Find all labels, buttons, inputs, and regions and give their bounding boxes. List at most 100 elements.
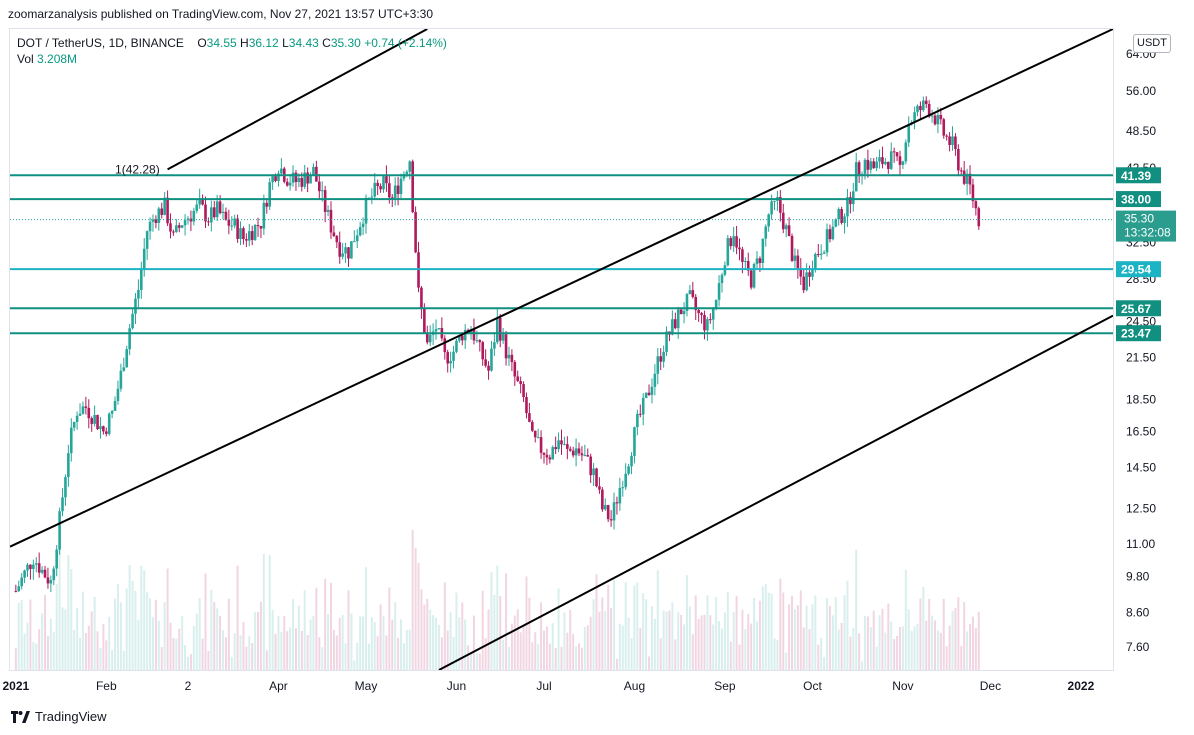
- volume-bar: [872, 610, 875, 670]
- volume-bar: [925, 620, 928, 670]
- volume-bar: [791, 595, 794, 670]
- candle-body: [948, 136, 951, 145]
- candle-body: [665, 331, 668, 352]
- candle-body: [659, 356, 663, 362]
- candle-body: [884, 161, 887, 165]
- volume-bar: [490, 572, 493, 670]
- volume-bar: [356, 642, 359, 670]
- candle-body: [638, 413, 642, 415]
- volume-bar: [776, 639, 779, 670]
- volume-bar: [99, 647, 102, 670]
- volume-bar: [878, 615, 881, 670]
- volume-bar: [335, 635, 338, 670]
- candle-body: [192, 210, 196, 222]
- candle-body: [901, 161, 905, 165]
- legend-change: +0.74 (+2.14%): [364, 36, 447, 50]
- time-tick-label: Oct: [803, 679, 822, 693]
- volume-bar: [222, 630, 225, 670]
- candle-body: [428, 334, 432, 343]
- candle-body: [592, 468, 595, 476]
- candle-body: [819, 253, 823, 255]
- legend-symbol: DOT / TetherUS, 1D, BINANCE: [17, 36, 184, 50]
- candle-body: [875, 161, 878, 169]
- candle-body: [965, 173, 969, 184]
- candle-body: [729, 238, 733, 247]
- tradingview-logo-icon: [11, 710, 30, 723]
- volume-bar: [134, 590, 137, 670]
- candle-body: [942, 119, 946, 136]
- volume-bar: [475, 653, 478, 670]
- volume-bar: [417, 562, 420, 670]
- candle-body: [924, 100, 928, 105]
- volume-bar: [586, 625, 589, 670]
- vol-label: Vol: [17, 52, 34, 66]
- volume-bar: [58, 545, 61, 670]
- volume-bar: [303, 590, 306, 670]
- candle-body: [411, 161, 414, 213]
- candle-body: [583, 455, 587, 457]
- volume-bar: [709, 615, 712, 670]
- candle-body: [790, 235, 794, 261]
- volume-bar: [137, 620, 140, 670]
- volume-bar: [435, 617, 438, 670]
- volume-bar: [770, 593, 773, 670]
- volume-bar: [598, 611, 601, 670]
- candle-body: [621, 487, 625, 489]
- volume-bar: [922, 586, 925, 670]
- volume-bar: [73, 629, 76, 670]
- candle-body: [971, 184, 975, 202]
- volume-bar: [116, 583, 119, 670]
- candle-body: [636, 413, 639, 428]
- candle-body: [647, 392, 651, 395]
- volume-bar: [863, 615, 866, 670]
- candle-body: [814, 254, 817, 270]
- price-tick-label: 14.50: [1126, 460, 1156, 474]
- volume-bar: [224, 637, 227, 670]
- volume-bar: [341, 615, 344, 670]
- volume-bar: [896, 635, 899, 670]
- volume-bar: [38, 629, 41, 670]
- candle-body: [478, 340, 482, 343]
- volume-bar: [706, 595, 709, 670]
- volume-bar: [685, 575, 688, 670]
- candle-body: [102, 426, 105, 432]
- level-tag-label: 29.54: [1121, 263, 1151, 277]
- volume-bar: [566, 632, 569, 670]
- volume-bar: [362, 616, 365, 670]
- candle-body: [320, 190, 324, 192]
- candle-body: [113, 400, 117, 411]
- publisher-line: zoomarzanalysis published on TradingView…: [8, 7, 434, 21]
- candle-body: [922, 100, 925, 111]
- volume-bar: [219, 615, 222, 670]
- volume-bar: [767, 592, 770, 670]
- volume-bar: [796, 605, 799, 670]
- candle-body: [472, 328, 476, 341]
- candle-body: [452, 351, 455, 361]
- candle-body: [335, 235, 339, 243]
- volume-bar: [338, 617, 341, 670]
- volume-bar: [843, 595, 846, 670]
- trend-annotation: 1(42.28): [115, 162, 160, 176]
- candle-body: [29, 564, 32, 569]
- trend-line-lower-channel: [438, 314, 1114, 671]
- candle-body: [516, 376, 520, 382]
- candle-body: [460, 335, 464, 341]
- volume-bar: [119, 602, 122, 670]
- volume-bar: [90, 611, 93, 670]
- volume-bar: [971, 616, 974, 670]
- currency-button[interactable]: USDT: [1133, 34, 1171, 53]
- candle-body: [277, 173, 280, 182]
- candle-body: [390, 197, 394, 199]
- price-tick-label: 12.50: [1126, 502, 1156, 516]
- candle-body: [872, 161, 876, 169]
- volume-bar: [373, 621, 376, 670]
- volume-bar: [364, 567, 367, 670]
- candle-body: [898, 156, 902, 165]
- footer-brand[interactable]: TradingView: [10, 709, 107, 724]
- volume-bar: [108, 616, 111, 670]
- volume-bar: [858, 633, 861, 670]
- volume-bar: [613, 579, 616, 670]
- candle-body: [749, 270, 753, 288]
- volume-bar: [688, 606, 691, 670]
